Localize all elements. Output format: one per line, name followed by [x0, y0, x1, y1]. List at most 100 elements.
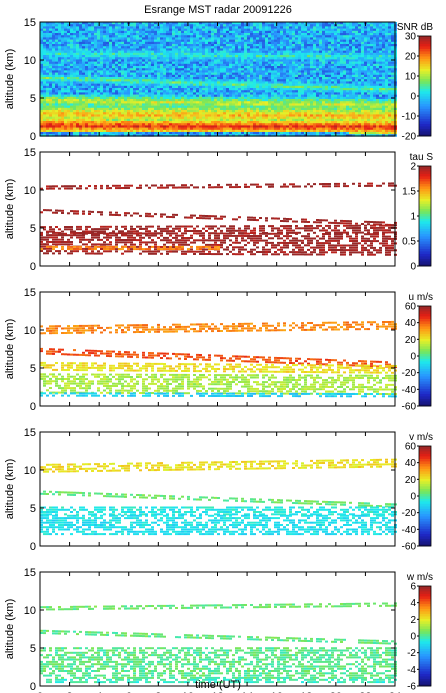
heatmap-cell	[310, 63, 313, 67]
heatmap-cell	[157, 127, 160, 131]
heatmap-cell	[166, 39, 169, 43]
heatmap-cell	[103, 26, 106, 29]
heatmap-cell	[268, 103, 271, 106]
heatmap-cell	[250, 96, 253, 100]
heatmap-cell	[130, 46, 133, 49]
heatmap-cell	[244, 94, 247, 98]
heatmap-cell	[250, 110, 253, 113]
heatmap-cell	[94, 77, 97, 80]
heatmap-cell	[205, 121, 208, 124]
heatmap-cell	[67, 114, 70, 117]
heatmap-cell	[223, 48, 226, 51]
heatmap-cell	[325, 28, 328, 32]
heatmap-cell	[43, 103, 46, 106]
heatmap-cell	[112, 101, 115, 104]
heatmap-cell	[316, 72, 319, 76]
heatmap-cell	[136, 57, 139, 60]
heatmap-cell	[229, 110, 232, 113]
heatmap-cell	[175, 66, 178, 69]
heatmap-cell	[220, 24, 223, 27]
heatmap-cell	[211, 26, 214, 29]
heatmap-cell	[82, 99, 85, 102]
heatmap-cell	[106, 37, 109, 40]
heatmap-cell	[322, 110, 325, 113]
heatmap-cell	[268, 83, 271, 87]
heatmap-cell	[130, 74, 133, 78]
heatmap-cell	[268, 123, 271, 126]
heatmap-cell	[49, 132, 52, 135]
heatmap-cell	[307, 44, 310, 47]
heatmap-cell	[274, 112, 277, 115]
heatmap-cell	[70, 59, 73, 62]
heatmap-cell	[202, 22, 205, 25]
heatmap-cell	[61, 127, 64, 131]
heatmap-cell	[283, 68, 286, 71]
heatmap-cell	[256, 114, 259, 117]
heatmap-cell	[250, 30, 253, 34]
heatmap-cell	[175, 24, 178, 27]
heatmap-cell	[319, 33, 322, 36]
heatmap-cell	[310, 129, 313, 133]
heatmap-cell	[115, 118, 118, 122]
heatmap-cell	[172, 33, 175, 36]
heatmap-cell	[289, 114, 292, 117]
heatmap-cell	[124, 134, 127, 137]
heatmap-cell	[232, 61, 235, 65]
heatmap-cell	[94, 72, 97, 76]
heatmap-cell	[223, 61, 226, 65]
heatmap-cell	[145, 114, 148, 117]
heatmap-cell	[100, 41, 103, 45]
heatmap-cell	[250, 57, 253, 60]
heatmap-cell	[256, 83, 259, 87]
heatmap-cell	[235, 35, 238, 38]
heatmap-cell	[154, 57, 157, 60]
heatmap-cell	[145, 28, 148, 32]
heatmap-cell	[154, 77, 157, 80]
heatmap-cell	[49, 96, 52, 100]
heatmap-cell	[172, 121, 175, 124]
heatmap-cell	[160, 63, 163, 67]
heatmap-cell	[169, 66, 172, 69]
heatmap-cell	[88, 57, 91, 60]
heatmap-cell	[274, 99, 277, 102]
heatmap-cell	[226, 39, 229, 43]
heatmap-cell	[118, 83, 121, 87]
heatmap-cell	[295, 50, 298, 54]
heatmap-cell	[268, 132, 271, 135]
heatmap-cell	[58, 35, 61, 38]
heatmap-cell	[130, 116, 133, 120]
heatmap-cell	[235, 112, 238, 115]
heatmap-cell	[139, 48, 142, 51]
heatmap-cell	[49, 48, 52, 51]
heatmap-cell	[94, 107, 97, 111]
heatmap-cell	[232, 103, 235, 106]
heatmap-cell	[196, 22, 199, 25]
heatmap-cell	[280, 24, 283, 27]
heatmap-cell	[49, 70, 52, 73]
heatmap-cell	[184, 116, 187, 120]
heatmap-cell	[103, 110, 106, 113]
heatmap-cell	[271, 70, 274, 73]
heatmap-cell	[151, 48, 154, 51]
heatmap-cell	[91, 125, 94, 128]
heatmap-cell	[61, 105, 64, 109]
heatmap-cell	[40, 125, 43, 128]
heatmap-cell	[49, 114, 52, 117]
heatmap-cell	[262, 85, 265, 89]
heatmap-cell	[307, 33, 310, 36]
heatmap-cell	[232, 74, 235, 78]
heatmap-cell	[184, 26, 187, 29]
heatmap-cell	[313, 90, 316, 93]
heatmap-cell	[241, 103, 244, 106]
heatmap-cell	[118, 70, 121, 73]
heatmap-cell	[49, 41, 52, 45]
heatmap-cell	[175, 79, 178, 82]
heatmap-cell	[259, 88, 262, 91]
heatmap-cell	[295, 90, 298, 93]
heatmap-cell	[94, 70, 97, 73]
heatmap-cell	[124, 46, 127, 49]
heatmap-cell	[94, 46, 97, 49]
heatmap-cell	[217, 39, 220, 43]
heatmap-cell	[196, 35, 199, 38]
heatmap-cell	[88, 127, 91, 131]
